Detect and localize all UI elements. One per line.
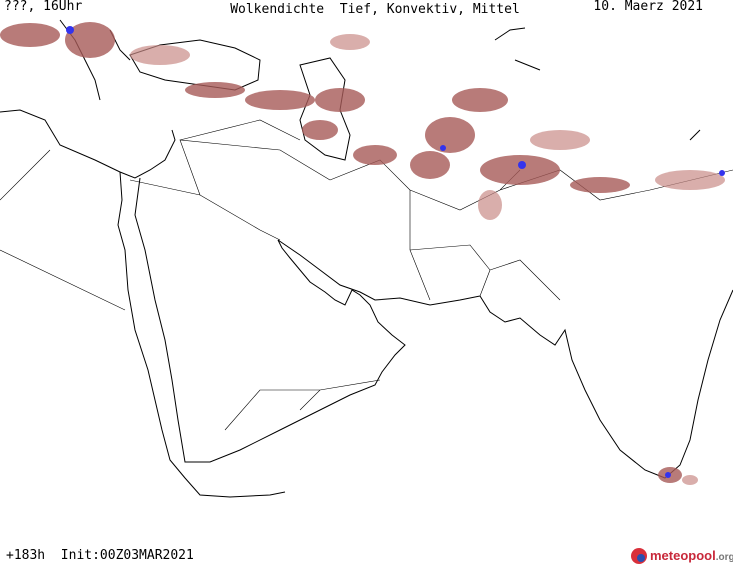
- dense-cloud: [518, 161, 526, 169]
- cloud-area: [682, 475, 698, 485]
- cloud-area: [353, 145, 397, 165]
- coastline: [299, 57, 351, 161]
- cloud-area: [452, 88, 508, 112]
- cloud-area: [315, 88, 365, 112]
- map-title: Wolkendichte Tief, Konvektiv, Mittel: [230, 2, 520, 17]
- cloud-area: [530, 130, 590, 150]
- logo-icon: [637, 554, 645, 562]
- logo-text: meteopool.org: [650, 548, 733, 563]
- cloud-area: [480, 155, 560, 185]
- dense-cloud: [440, 145, 446, 151]
- cloud-area: [410, 151, 450, 179]
- dense-cloud: [66, 26, 74, 34]
- cloud-area: [330, 34, 370, 50]
- coastline: [134, 177, 406, 463]
- cloud-area: [655, 170, 725, 190]
- cloud-area: [570, 177, 630, 193]
- dense-cloud: [719, 170, 725, 176]
- coastline: [277, 239, 481, 306]
- cloud-area: [0, 23, 60, 47]
- cloud-area: [245, 90, 315, 110]
- run-info: +183h Init:00Z03MAR2021: [6, 548, 194, 563]
- coastline: [129, 39, 261, 91]
- coastline: [117, 171, 286, 498]
- coastline: [479, 289, 733, 479]
- cloud-area: [130, 45, 190, 65]
- cloud-area: [185, 82, 245, 98]
- logo-suffix: .org: [716, 552, 733, 563]
- cloud-area: [65, 22, 115, 58]
- cloud-area: [302, 120, 338, 140]
- cloud-area: [425, 117, 475, 153]
- dense-cloud: [665, 472, 671, 478]
- coastline: [494, 27, 701, 141]
- logo: meteopool.org: [631, 548, 733, 564]
- valid-time: ???, 16Uhr: [4, 0, 82, 14]
- date: 10. Maerz 2021: [593, 0, 703, 14]
- logo-name: meteopool: [650, 548, 716, 563]
- cloud-area: [478, 190, 502, 220]
- cloud-cover: [0, 22, 725, 485]
